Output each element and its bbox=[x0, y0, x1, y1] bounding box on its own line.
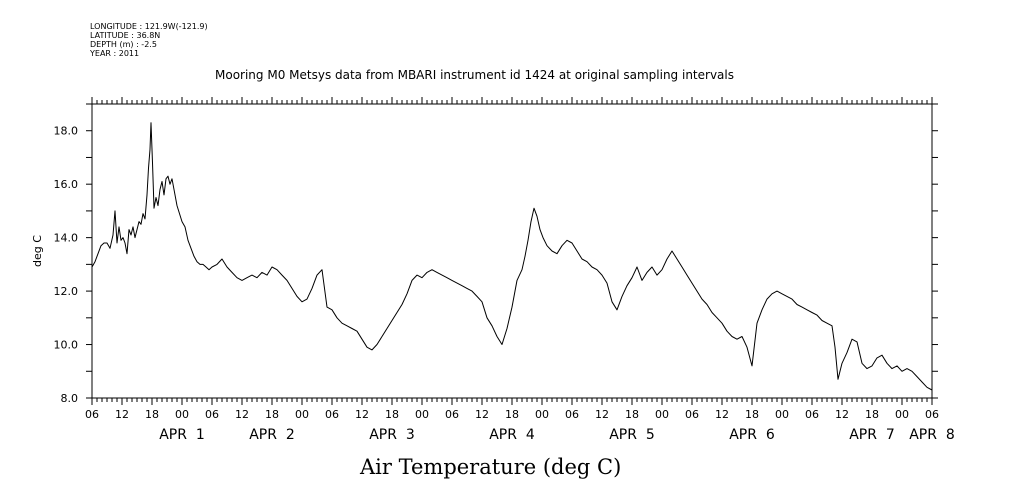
x-tick-label: 00 bbox=[775, 408, 789, 421]
x-tick-label: 00 bbox=[295, 408, 309, 421]
x-tick-label: 06 bbox=[85, 408, 99, 421]
x-tick-label: 12 bbox=[475, 408, 489, 421]
x-tick-label: 18 bbox=[385, 408, 399, 421]
depth-label: DEPTH (m) : -2.5 bbox=[90, 40, 157, 49]
x-tick-label: 12 bbox=[115, 408, 129, 421]
x-day-label: APR 4 bbox=[489, 427, 535, 443]
y-axis-label: deg C bbox=[31, 235, 44, 267]
x-tick-label: 18 bbox=[145, 408, 159, 421]
y-axis: 8.0 10.0 12.0 14.0 16.0 18.0 bbox=[54, 103, 938, 405]
x-day-label: APR 5 bbox=[609, 427, 655, 443]
x-tick-label: 00 bbox=[895, 408, 909, 421]
x-day-label: APR 1 bbox=[159, 427, 205, 443]
x-tick-label: 12 bbox=[595, 408, 609, 421]
x-tick-label: 18 bbox=[865, 408, 879, 421]
x-axis-label: Air Temperature (deg C) bbox=[360, 455, 622, 479]
series-line bbox=[91, 122, 933, 391]
x-tick-label: 18 bbox=[745, 408, 759, 421]
x-tick-label: 12 bbox=[235, 408, 249, 421]
x-tick-label: 06 bbox=[325, 408, 339, 421]
x-tick-label: 12 bbox=[835, 408, 849, 421]
x-tick-label: 00 bbox=[535, 408, 549, 421]
x-tick-label: 18 bbox=[265, 408, 279, 421]
y-tick-label: 12.0 bbox=[54, 285, 79, 298]
series-group bbox=[91, 122, 933, 391]
y-tick-label: 16.0 bbox=[54, 178, 79, 191]
y-tick-label: 10.0 bbox=[54, 339, 79, 352]
year-label: YEAR : 2011 bbox=[90, 49, 140, 58]
x-tick-label: 06 bbox=[805, 408, 819, 421]
x-tick-label: 06 bbox=[925, 408, 939, 421]
x-tick-label: 18 bbox=[505, 408, 519, 421]
latitude-label: LATITUDE : 36.8N bbox=[90, 31, 161, 40]
x-tick-label: 06 bbox=[445, 408, 459, 421]
x-tick-label: 12 bbox=[355, 408, 369, 421]
chart-title: Mooring M0 Metsys data from MBARI instru… bbox=[215, 68, 734, 82]
minor-ticks bbox=[91, 97, 933, 405]
x-day-label: APR 6 bbox=[729, 427, 775, 443]
x-axis: 06 12 18 00 06 12 18 00 06 12 18 00 06 12 18 00 06 12 18 00… bbox=[85, 408, 955, 443]
x-day-label: APR 7 bbox=[849, 427, 895, 443]
x-tick-label: 18 bbox=[625, 408, 639, 421]
x-tick-label: 12 bbox=[715, 408, 729, 421]
y-tick-label: 14.0 bbox=[54, 232, 79, 245]
x-tick-label: 06 bbox=[685, 408, 699, 421]
longitude-label: LONGITUDE : 121.9W(-121.9) bbox=[90, 22, 208, 31]
x-tick-label: 00 bbox=[175, 408, 189, 421]
plot-frame bbox=[91, 103, 933, 399]
y-tick-label: 18.0 bbox=[54, 125, 79, 138]
x-tick-label: 00 bbox=[655, 408, 669, 421]
x-day-label: APR 2 bbox=[249, 427, 295, 443]
x-day-label: APR 8 bbox=[909, 427, 955, 443]
x-day-label: APR 3 bbox=[369, 427, 415, 443]
x-tick-label: 06 bbox=[565, 408, 579, 421]
x-tick-label: 06 bbox=[205, 408, 219, 421]
x-tick-label: 00 bbox=[415, 408, 429, 421]
y-tick-label: 8.0 bbox=[61, 392, 79, 405]
